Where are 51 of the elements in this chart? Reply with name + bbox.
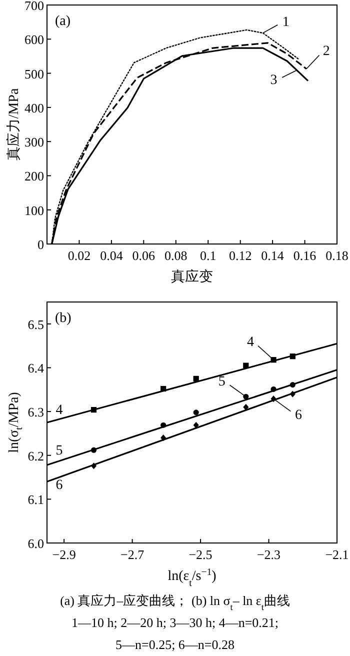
annotation-leader: 6: [56, 477, 63, 492]
x-tick-label: 0.14: [261, 248, 284, 263]
annotation: 4: [247, 334, 254, 350]
x-tick-label: 0.06: [132, 248, 156, 263]
annotation-leader: 1: [262, 14, 290, 34]
x-tick-label: −2.5: [188, 547, 212, 562]
text: 5—n=0.25; 6—n=0.28: [115, 637, 235, 652]
y-tick-label: 100: [24, 202, 44, 218]
annotation-leader: 4: [247, 334, 274, 360]
y-tick-label: 400: [24, 100, 44, 115]
y-tick-label: 600: [24, 32, 44, 47]
x-tick-label: 0.1: [200, 248, 216, 263]
text: (a) 真应力–应变曲线； (b) ln σ$_{t}$– ln ε$_{t}$曲线: [60, 593, 290, 612]
y-tick-label: 300: [24, 134, 44, 150]
annotation-leader: 5: [218, 374, 246, 398]
annotation-leader: 4: [56, 402, 63, 418]
y-tick-label: 6.4: [28, 360, 44, 376]
y-tick-label: 6.3: [28, 404, 44, 420]
annotation-leader: 3: [270, 70, 298, 88]
x-tick-label: 0.02: [68, 248, 91, 263]
x-tick-label: −2.1: [325, 547, 349, 562]
annotation: (a): [55, 14, 71, 29]
y-axis-title: 真应力/MPa: [6, 88, 22, 161]
x-tick-label: 0.08: [164, 248, 188, 263]
annotation: (b): [55, 311, 72, 326]
x-tick-label: 0.04: [100, 248, 124, 263]
y-tick-label: 700: [24, 0, 44, 12]
annotation: 5: [218, 374, 226, 390]
x-tick-label: −2.7: [120, 547, 145, 562]
annotation-leader: 2: [306, 43, 330, 70]
x-tick-label: 0.12: [228, 248, 252, 263]
text: 1—10 h; 2—20 h; 3—30 h; 4—n=0.21;: [71, 615, 279, 630]
x-tick-label: −2.3: [256, 547, 281, 562]
annotation: 2: [322, 43, 330, 58]
x-tick-label: −2.9: [52, 547, 76, 562]
x-axis-title: 真应变: [171, 269, 213, 285]
x-tick-label: 0.18: [326, 248, 348, 263]
x-tick-label: 0.16: [293, 248, 317, 263]
y-tick-label: 0: [38, 236, 44, 252]
annotation-leader: 5: [56, 443, 63, 458]
y-tick-label: 500: [24, 66, 44, 81]
y-tick-label: 6.1: [28, 492, 44, 507]
x-axis-title: ln(ε$_{t}$/s$^{−1}$): [168, 566, 217, 588]
y-tick-label: 6.5: [28, 316, 44, 332]
y-tick-label: 6.0: [28, 536, 44, 550]
annotation: 3: [270, 72, 278, 88]
annotation-leader: 6: [273, 398, 302, 422]
annotation: 6: [295, 407, 302, 422]
y-tick-label: 200: [24, 168, 44, 184]
annotation: 1: [282, 14, 290, 30]
y-tick-label: 6.2: [28, 448, 44, 463]
